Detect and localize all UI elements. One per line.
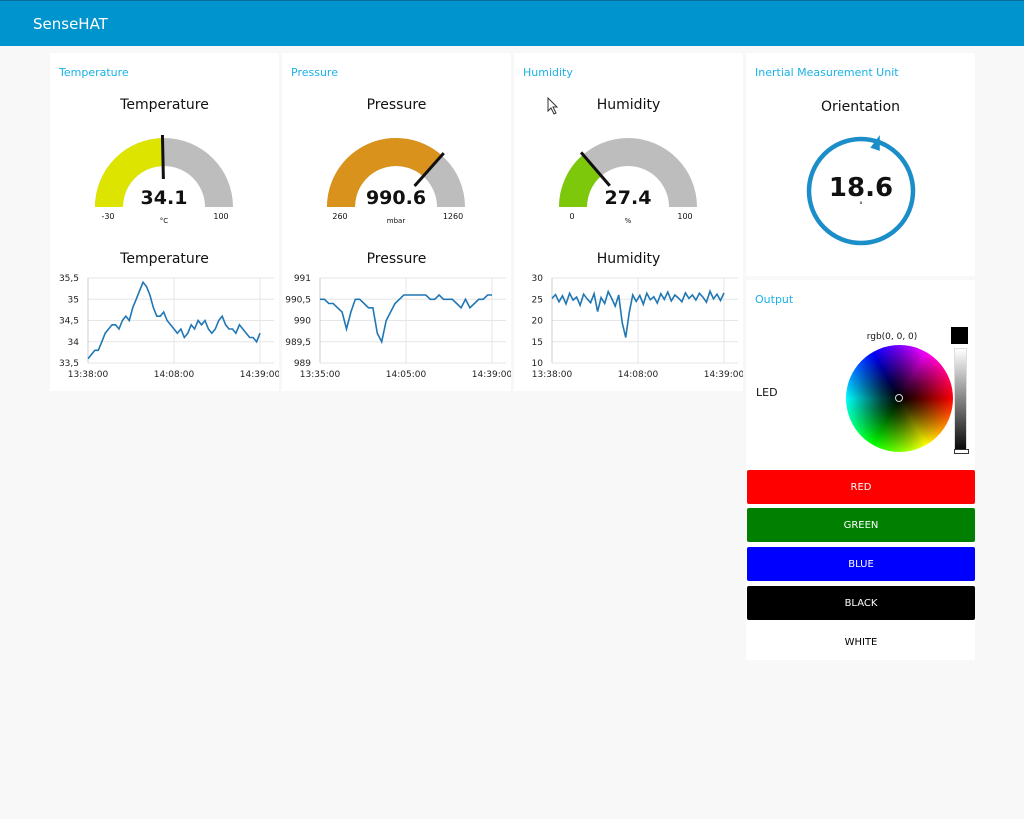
x-tick-label: 14:08:00 <box>618 370 659 380</box>
white-button[interactable]: WHITE <box>747 625 975 659</box>
y-tick-label: 30 <box>532 274 544 284</box>
y-tick-label: 25 <box>532 295 543 305</box>
x-tick-label: 14:39:00 <box>704 370 743 380</box>
series-line <box>551 289 725 338</box>
temperature-gauge-max: 100 <box>213 212 228 221</box>
compass-unit: ° <box>859 201 863 209</box>
humidity-gauge-min: 0 <box>569 212 574 221</box>
x-tick-label: 14:08:00 <box>154 370 195 380</box>
humidity-gauge: 27.4 0 100 % <box>559 138 697 225</box>
series-line <box>87 280 261 360</box>
humidity-gauge-unit: % <box>625 217 632 225</box>
red-button[interactable]: RED <box>747 470 975 504</box>
y-tick-label: 34,5 <box>59 317 79 327</box>
orientation-compass: 18.6 ° <box>806 135 916 246</box>
temperature-gauge-value: 34.1 <box>141 187 188 209</box>
black-button[interactable]: BLACK <box>747 586 975 620</box>
temperature-gauge-fill <box>95 138 164 207</box>
y-tick-label: 989 <box>294 359 311 369</box>
series-line <box>320 293 492 345</box>
y-tick-label: 990 <box>294 317 311 327</box>
humidity-gauge-value: 27.4 <box>605 187 652 209</box>
x-tick-label: 13:38:00 <box>532 370 573 380</box>
pressure-card: Pressure Pressure 990.6 260 1260 mbar Pr… <box>282 53 511 391</box>
temperature-gauge: 34.1 -30 100 °C <box>95 134 233 225</box>
x-tick-label: 14:39:00 <box>472 370 511 380</box>
humidity-gauge-needle <box>579 151 611 187</box>
mouse-cursor-icon <box>547 97 559 115</box>
color-wheel[interactable] <box>846 345 953 452</box>
imu-card: Inertial Measurement Unit Orientation 18… <box>746 53 975 276</box>
y-tick-label: 10 <box>532 359 544 369</box>
output-group-label: Output <box>755 293 794 306</box>
pressure-gauge: 990.6 260 1260 mbar <box>327 138 465 225</box>
color-swatch <box>951 327 968 344</box>
y-tick-label: 991 <box>294 274 311 284</box>
green-button[interactable]: GREEN <box>747 508 975 542</box>
y-tick-label: 15 <box>532 338 543 348</box>
temperature-group-label: Temperature <box>59 66 129 79</box>
humidity-group-label: Humidity <box>523 66 573 79</box>
y-tick-label: 35 <box>68 295 79 305</box>
y-tick-label: 33,5 <box>59 359 79 369</box>
blue-button[interactable]: BLUE <box>747 547 975 581</box>
temperature-gauge-min: -30 <box>101 212 114 221</box>
compass-ring <box>806 136 916 246</box>
rgb-readout: rgb(0, 0, 0) <box>866 332 918 342</box>
compass-value: 18.6 <box>829 173 893 203</box>
pressure-gauge-unit: mbar <box>387 217 406 225</box>
app-title: SenseHAT <box>33 15 108 33</box>
color-wheel-handle[interactable] <box>895 394 903 402</box>
humidity-gauge-fill <box>559 154 602 207</box>
y-tick-label: 989,5 <box>285 338 311 348</box>
y-tick-label: 20 <box>532 317 544 327</box>
pressure-gauge-value: 990.6 <box>366 187 426 209</box>
top-bar: SenseHAT <box>0 0 1024 46</box>
temperature-chart: 35,5 35 34,5 34 33,513:38:00 14:08:00 14:39:00 <box>59 274 279 380</box>
y-tick-label: 990,5 <box>285 295 311 305</box>
temperature-gauge-title: Temperature <box>120 97 209 113</box>
pressure-group-label: Pressure <box>291 66 338 79</box>
imu-group-label: Inertial Measurement Unit <box>755 66 899 79</box>
temperature-card: Temperature Temperature 34.1 -30 100 °C … <box>50 53 279 391</box>
brightness-slider-handle[interactable] <box>954 449 969 454</box>
pressure-gauge-max: 1260 <box>443 212 463 221</box>
x-tick-label: 13:35:00 <box>300 370 341 380</box>
pressure-gauge-title: Pressure <box>366 97 427 113</box>
brightness-slider[interactable] <box>954 348 969 454</box>
temperature-gauge-unit: °C <box>160 217 169 225</box>
pressure-gauge-min: 260 <box>332 212 347 221</box>
temperature-gauge-needle <box>160 134 165 180</box>
humidity-gauge-title: Humidity <box>596 97 661 113</box>
y-tick-label: 34 <box>68 338 80 348</box>
compass-pointer <box>870 135 880 151</box>
pressure-chart-title: Pressure <box>366 251 427 267</box>
x-tick-label: 13:38:00 <box>68 370 109 380</box>
led-label: LED <box>756 386 778 399</box>
x-tick-label: 14:39:00 <box>240 370 279 380</box>
pressure-gauge-needle <box>413 152 445 188</box>
y-tick-label: 35,5 <box>59 274 79 284</box>
humidity-gauge-track <box>559 138 697 207</box>
temperature-chart-title: Temperature <box>120 251 209 267</box>
pressure-gauge-fill <box>327 138 442 207</box>
x-tick-label: 14:05:00 <box>386 370 427 380</box>
orientation-title: Orientation <box>820 99 901 115</box>
humidity-gauge-max: 100 <box>677 212 692 221</box>
humidity-chart-title: Humidity <box>596 251 661 267</box>
